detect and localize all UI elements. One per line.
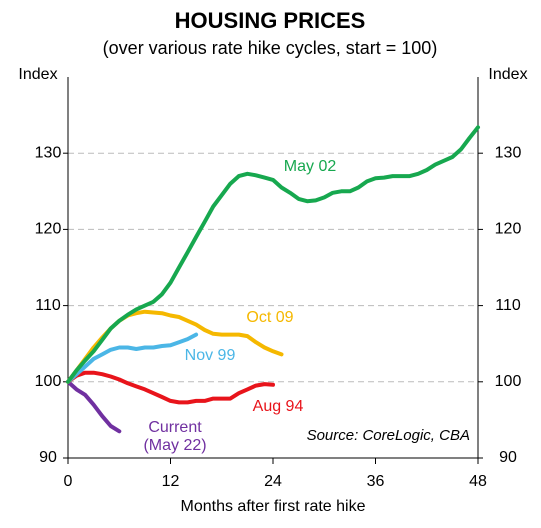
y-tick-label: 120 bbox=[35, 221, 62, 238]
x-axis-label: Months after first rate hike bbox=[181, 498, 366, 515]
series-line bbox=[66, 332, 199, 384]
x-tick-label: 12 bbox=[162, 473, 180, 490]
chart-title: HOUSING PRICES bbox=[175, 8, 366, 33]
x-tick-label: 48 bbox=[469, 473, 487, 490]
y-tick-label: 100 bbox=[35, 373, 62, 390]
y2-tick-label: 110 bbox=[495, 297, 521, 314]
y-tick-label: 110 bbox=[35, 297, 61, 314]
x-tick-label: 24 bbox=[264, 473, 282, 490]
series-label: May 02 bbox=[283, 158, 337, 175]
series-label: Nov 99 bbox=[184, 347, 236, 364]
y2-tick-label: 90 bbox=[499, 449, 517, 466]
y2-tick-label: 120 bbox=[495, 221, 522, 238]
series-line bbox=[66, 125, 480, 384]
y2-tick-label: 100 bbox=[495, 373, 522, 390]
series-label: Current (May 22) bbox=[143, 419, 207, 454]
x-tick-label: 0 bbox=[64, 473, 73, 490]
x-tick-label: 36 bbox=[367, 473, 385, 490]
series-label: Aug 94 bbox=[252, 398, 304, 415]
source-note: Source: CoreLogic, CBA bbox=[307, 427, 470, 444]
y2-axis-label: Index bbox=[488, 66, 527, 83]
y-axis-label: Index bbox=[18, 66, 57, 83]
series-line bbox=[66, 370, 275, 405]
y2-tick-label: 130 bbox=[495, 144, 522, 161]
y-tick-label: 90 bbox=[39, 449, 57, 466]
series-label: Oct 09 bbox=[246, 309, 294, 326]
series-line bbox=[66, 379, 122, 434]
y-tick-label: 130 bbox=[35, 144, 62, 161]
chart-subtitle: (over various rate hike cycles, start = … bbox=[103, 38, 438, 58]
